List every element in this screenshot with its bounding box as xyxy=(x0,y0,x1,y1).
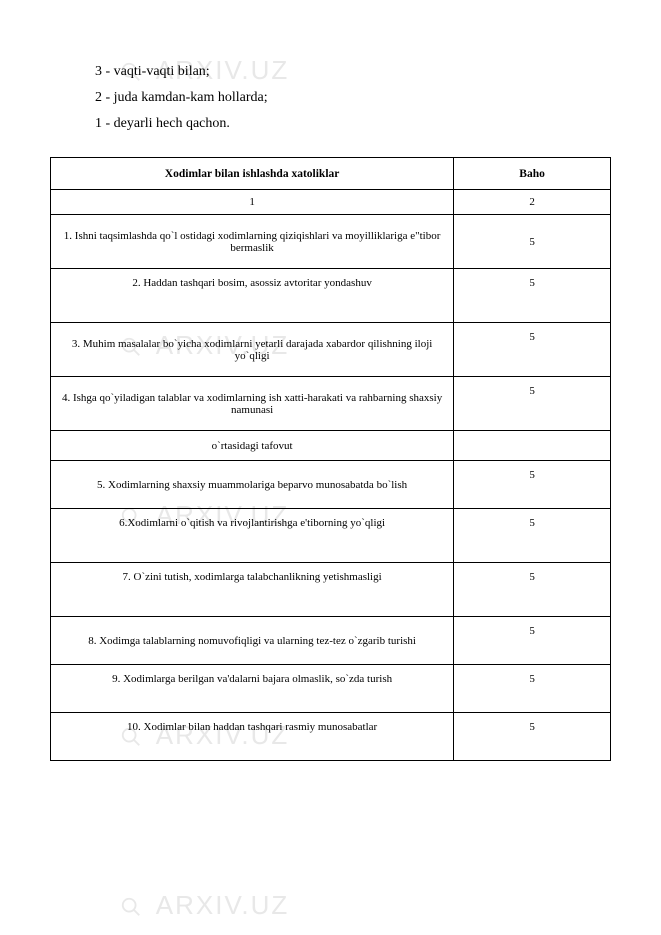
table-cell: 8. Xodimga talablarning nomuvofiqligi va… xyxy=(51,617,454,665)
table-cell: 5 xyxy=(454,377,611,431)
table-cell: 10. Xodimlar bilan haddan tashqari rasmi… xyxy=(51,713,454,761)
table-cell: 2. Haddan tashqari bosim, asossiz avtori… xyxy=(51,269,454,323)
table-cell: 5 xyxy=(454,323,611,377)
table-subheader-right: 2 xyxy=(454,190,611,215)
table-cell: 5 xyxy=(454,665,611,713)
table-cell: 1. Ishni taqsimlashda qo`l ostidagi xodi… xyxy=(51,215,454,269)
table-cell xyxy=(454,431,611,461)
table-cell: 6.Xodimlarni o`qitish va rivojlantirishg… xyxy=(51,509,454,563)
intro-list: 3 - vaqti-vaqti bilan; 2 - juda kamdan-k… xyxy=(95,60,611,135)
table-cell: 5 xyxy=(454,269,611,323)
table-cell: 5 xyxy=(454,617,611,665)
table-cell: 4. Ishga qo`yiladigan talablar va xodiml… xyxy=(51,377,454,431)
table-cell: 5 xyxy=(454,563,611,617)
watermark-text: ARXIV.UZ xyxy=(156,890,290,920)
table-cell: 9. Xodimlarga berilgan va'dalarni bajara… xyxy=(51,665,454,713)
watermark: ARXIV.UZ xyxy=(120,890,289,921)
table-cell: 3. Muhim masalalar bo`yicha xodimlarni y… xyxy=(51,323,454,377)
errors-table: Xodimlar bilan ishlashda xatoliklar Baho… xyxy=(50,157,611,761)
intro-line-2: 2 - juda kamdan-kam hollarda; xyxy=(95,86,611,110)
table-header-right: Baho xyxy=(454,158,611,190)
table-cell: 5 xyxy=(454,461,611,509)
magnifier-icon xyxy=(120,896,142,918)
table-cell: 5 xyxy=(454,509,611,563)
table-header-left: Xodimlar bilan ishlashda xatoliklar xyxy=(51,158,454,190)
table-cell: o`rtasidagi tafovut xyxy=(51,431,454,461)
table-cell: 5 xyxy=(454,215,611,269)
intro-line-3: 1 - deyarli hech qachon. xyxy=(95,112,611,136)
table-subheader-left: 1 xyxy=(51,190,454,215)
table-cell: 5 xyxy=(454,713,611,761)
table-cell: 5. Xodimlarning shaxsiy muammolariga bep… xyxy=(51,461,454,509)
table-cell: 7. O`zini tutish, xodimlarga talabchanli… xyxy=(51,563,454,617)
intro-line-1: 3 - vaqti-vaqti bilan; xyxy=(95,60,611,84)
